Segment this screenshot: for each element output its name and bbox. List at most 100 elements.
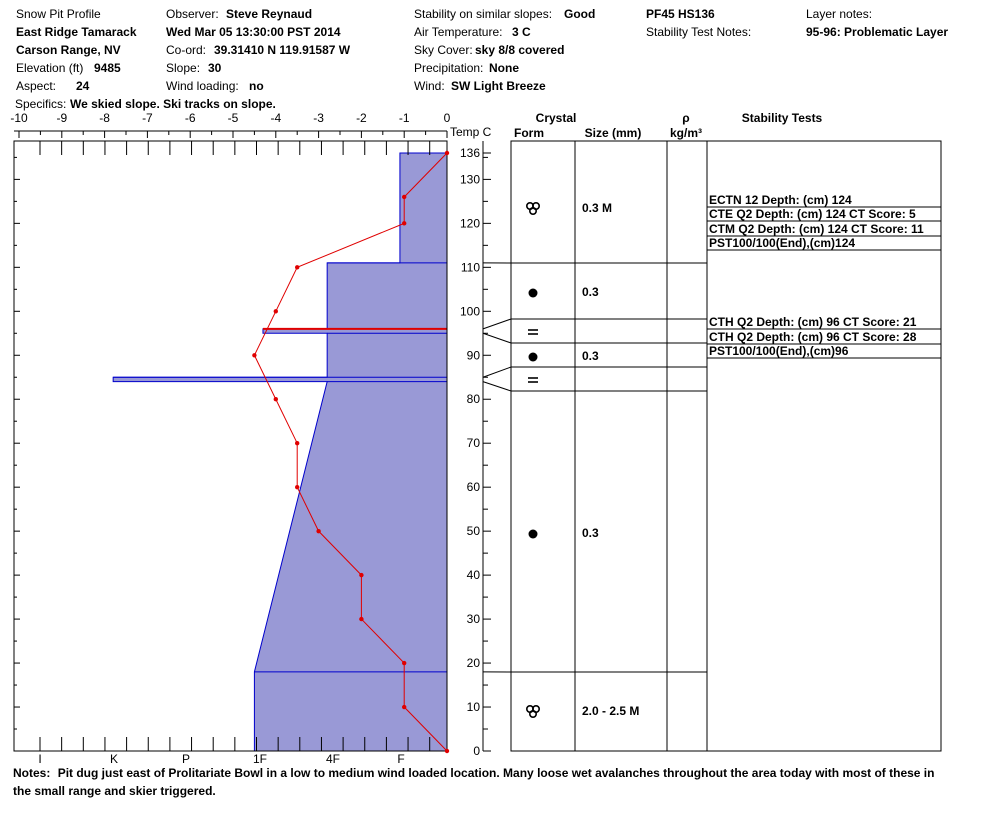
hardness-label: K bbox=[110, 752, 118, 766]
crystal-size-label: 2.0 - 2.5 M bbox=[582, 704, 639, 718]
stability-notes-label: Stability Test Notes: bbox=[646, 25, 752, 39]
rounding-faceted-ring bbox=[528, 207, 537, 216]
temp-tick-label: -8 bbox=[99, 111, 110, 125]
crystal-size-label: 0.3 bbox=[582, 526, 599, 540]
aspect-label: Aspect: bbox=[16, 79, 57, 93]
notes-block: Notes: Pit dug just east of Prolitariate… bbox=[13, 764, 953, 800]
height-tick-label: 0 bbox=[473, 744, 480, 758]
slope-label: Slope: bbox=[166, 61, 201, 75]
precip-label: Precipitation: bbox=[414, 61, 484, 75]
stability-test-label: CTH Q2 Depth: (cm) 96 CT Score: 21 bbox=[709, 315, 917, 329]
rounding-faceted-ring bbox=[528, 709, 537, 718]
density-unit-header: kg/m³ bbox=[670, 126, 702, 140]
datetime-value: Wed Mar 05 13:30:00 PST 2014 bbox=[166, 25, 341, 39]
location-name: East Ridge Tamarack bbox=[16, 25, 137, 39]
height-tick-label: 40 bbox=[467, 568, 481, 582]
hardness-label: P bbox=[182, 752, 190, 766]
form-header: Form bbox=[514, 126, 544, 140]
specifics-value: We skied slope. Ski tracks on slope. bbox=[70, 97, 276, 111]
region-name: Carson Range, NV bbox=[16, 43, 121, 57]
height-tick-label: 20 bbox=[467, 656, 481, 670]
coord-label: Co-ord: bbox=[166, 43, 207, 57]
specifics-label: Specifics: bbox=[15, 97, 67, 111]
height-tick-label: 10 bbox=[467, 700, 481, 714]
pf-hs-value: PF45 HS136 bbox=[646, 7, 715, 21]
stability-test-label: PST100/100(End),(cm)124 bbox=[709, 236, 855, 250]
temperature-point bbox=[444, 150, 450, 156]
temp-tick-label: -6 bbox=[185, 111, 196, 125]
elevation-value: 9485 bbox=[94, 61, 121, 75]
temperature-point bbox=[295, 484, 300, 490]
layer-notes-value: 95-96: Problematic Layer bbox=[806, 25, 949, 39]
temperature-point bbox=[252, 353, 257, 358]
sky-value: sky 8/8 covered bbox=[475, 43, 565, 57]
layer-notes-label: Layer notes: bbox=[806, 7, 873, 21]
crystal-size-label: 0.3 M bbox=[582, 201, 612, 215]
crystal-header: Crystal bbox=[536, 111, 577, 125]
stability-test-label: CTM Q2 Depth: (cm) 124 CT Score: 11 bbox=[709, 222, 924, 236]
slope-value: 30 bbox=[208, 61, 222, 75]
temperature-point bbox=[273, 309, 278, 314]
temperature-point bbox=[316, 528, 321, 534]
temp-tick-label: 0 bbox=[444, 111, 451, 125]
temperature-point bbox=[359, 616, 364, 622]
temp-tick-label: -1 bbox=[399, 111, 410, 125]
height-tick-label: 130 bbox=[460, 172, 480, 186]
temperature-point bbox=[295, 441, 300, 446]
hardness-label: F bbox=[397, 752, 404, 766]
rounded-grain-icon bbox=[528, 352, 538, 362]
observer-value: Steve Reynaud bbox=[226, 7, 313, 21]
profile-title: Snow Pit Profile bbox=[16, 7, 101, 21]
air-temp-label: Air Temperature: bbox=[414, 25, 503, 39]
temperature-point bbox=[273, 397, 278, 402]
crystal-size-label: 0.3 bbox=[582, 285, 599, 299]
stability-test-label: ECTN 12 Depth: (cm) 124 bbox=[709, 193, 852, 207]
precip-value: None bbox=[489, 61, 519, 75]
wind-value: SW Light Breeze bbox=[451, 79, 546, 93]
height-tick-label: 136 bbox=[460, 146, 480, 160]
temperature-point bbox=[402, 194, 407, 200]
temperature-point bbox=[402, 660, 407, 666]
temperature-point bbox=[402, 704, 407, 710]
plot-frame bbox=[13, 140, 448, 752]
wind-loading-label: Wind loading: bbox=[166, 79, 239, 93]
stability-test-label: PST100/100(End),(cm)96 bbox=[709, 344, 849, 358]
height-tick-label: 70 bbox=[467, 436, 481, 450]
temperature-point bbox=[402, 221, 407, 226]
temp-tick-label: -10 bbox=[10, 111, 28, 125]
stability-test-label: CTH Q2 Depth: (cm) 96 CT Score: 28 bbox=[709, 330, 917, 344]
height-tick-label: 90 bbox=[467, 348, 481, 362]
wind-label: Wind: bbox=[414, 79, 445, 93]
temp-tick-label: -7 bbox=[142, 111, 153, 125]
temp-column-header: Temp C bbox=[450, 125, 492, 139]
rounding-faceted-icon bbox=[525, 202, 540, 216]
hardness-profile bbox=[112, 152, 448, 752]
temp-tick-label: -9 bbox=[56, 111, 67, 125]
temp-tick-label: -2 bbox=[356, 111, 367, 125]
height-tick-label: 120 bbox=[460, 216, 480, 230]
aspect-value: 24 bbox=[76, 79, 90, 93]
layer-table-frame bbox=[510, 140, 942, 752]
rho-header: ρ bbox=[682, 111, 689, 125]
height-tick-label: 30 bbox=[467, 612, 481, 626]
temperature-point bbox=[295, 265, 300, 270]
table-layer-boundary bbox=[482, 381, 707, 392]
rounded-grain-icon bbox=[528, 288, 538, 298]
stability-value: Good bbox=[564, 7, 596, 21]
temperature-point bbox=[359, 572, 364, 578]
coord-value: 39.31410 N 119.91587 W bbox=[214, 43, 351, 57]
temp-tick-label: -3 bbox=[313, 111, 324, 125]
temperature-point bbox=[444, 748, 450, 754]
observer-label: Observer: bbox=[166, 7, 219, 21]
hardness-label: 4F bbox=[326, 752, 340, 766]
sky-label: Sky Cover: bbox=[414, 43, 473, 57]
height-tick-label: 110 bbox=[461, 260, 480, 274]
height-tick-label: 80 bbox=[467, 392, 481, 406]
table-layer-boundary bbox=[482, 366, 707, 378]
rounded-grain-icon bbox=[528, 529, 538, 539]
table-layer-boundary bbox=[482, 332, 707, 344]
air-temp-value: 3 C bbox=[512, 25, 531, 39]
size-header: Size (mm) bbox=[585, 126, 642, 140]
height-tick-label: 60 bbox=[467, 480, 481, 494]
